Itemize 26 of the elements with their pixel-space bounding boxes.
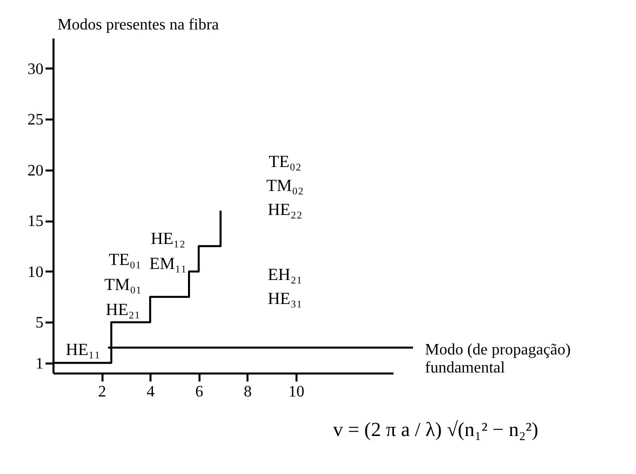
annotation: EH₂₁: [268, 265, 302, 284]
annotation: HE₁₂: [150, 229, 186, 248]
annotation: EM₁₁: [149, 254, 187, 273]
annotation: TM₀₁: [104, 275, 142, 294]
y-tick-label: 5: [36, 314, 44, 332]
y-tick-label: 20: [28, 162, 44, 180]
y-axis-title: Modos presentes na fibra: [58, 16, 219, 34]
y-tick-label: 25: [28, 112, 44, 129]
x-tick-label: 10: [288, 384, 304, 400]
y-tick-label: 15: [28, 213, 44, 230]
annotation: TE₀₁: [108, 250, 142, 269]
x-tick-label: 2: [98, 384, 106, 400]
annotation: HE₃₁: [268, 289, 302, 308]
text: v = (2 π a / λ) √(n₁² − n₂²): [333, 419, 538, 441]
annotation: HE₂₂: [268, 200, 302, 219]
annotation: TE₀₂: [268, 152, 302, 171]
x-tick-label: 6: [195, 384, 204, 400]
ref-line-label: Modo (de propagação) fundamental: [425, 342, 571, 377]
x-tick-label: 4: [146, 384, 155, 400]
y-tick-label: 30: [28, 60, 44, 78]
annotation: TM₀₂: [266, 176, 304, 195]
annotation: HE₂₁: [106, 300, 140, 319]
y-tick-label: 10: [28, 264, 44, 281]
annotation: HE₁₁: [66, 340, 100, 359]
y-tick-label: 1: [36, 355, 44, 372]
x-tick-label: 8: [244, 384, 252, 400]
